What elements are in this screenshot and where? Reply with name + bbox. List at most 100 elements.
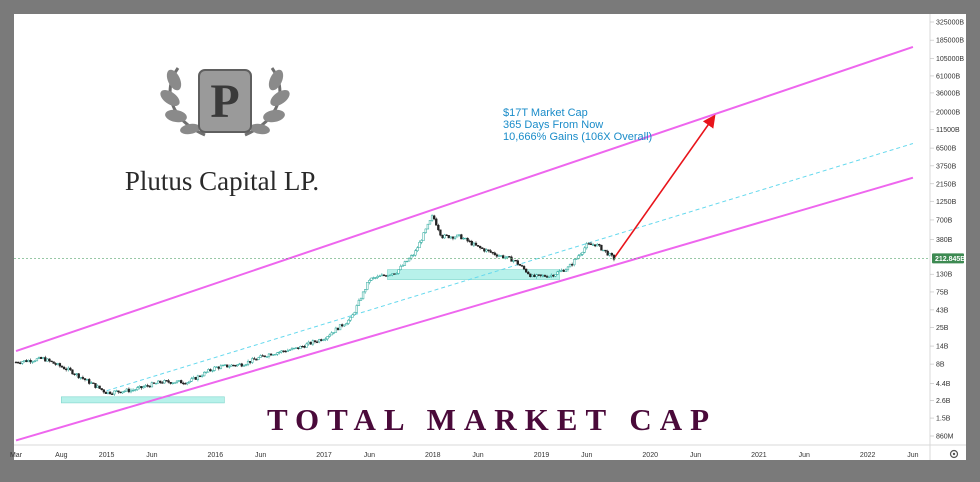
candle-body (458, 234, 461, 236)
candle-body (460, 234, 463, 240)
time-tick-label: 2021 (751, 452, 767, 459)
candle-body (359, 298, 363, 301)
candle-body (60, 365, 64, 368)
candle-body (272, 354, 275, 356)
candle-body (414, 250, 417, 256)
candle-body (259, 355, 262, 358)
candle-body (533, 274, 536, 277)
candle-body (223, 364, 227, 366)
candle-body (299, 345, 302, 350)
candle-body (508, 256, 511, 258)
candle-body (604, 249, 607, 252)
time-tick-label: 2018 (425, 452, 441, 459)
candle-body (240, 363, 243, 367)
candle-body (361, 291, 365, 300)
candle-body (389, 274, 392, 276)
candle-body (453, 236, 457, 239)
candle-body (71, 369, 74, 375)
candle-body (612, 254, 616, 260)
candle-body (88, 379, 91, 384)
candle-body (251, 358, 254, 363)
logo: P Plutus Capital LP. (125, 67, 319, 196)
candle-body (62, 366, 66, 370)
time-tick-label: Mar (10, 452, 23, 459)
candle-body (230, 364, 233, 367)
candle-body (282, 350, 285, 352)
time-tick-label: 2020 (642, 452, 658, 459)
candle-body (217, 366, 220, 369)
settings-icon[interactable] (949, 449, 959, 459)
candle-body (37, 357, 41, 359)
candle-body (428, 220, 432, 225)
time-tick-label: 2017 (316, 452, 332, 459)
candle-body (163, 380, 166, 384)
price-tick-label: 2.6B (936, 398, 951, 405)
annotation-line-2: 365 Days From Now (503, 119, 603, 131)
candle-body (184, 383, 187, 385)
channel-lower-line (15, 176, 914, 442)
candle-body (399, 265, 402, 270)
price-tick-label: 61000B (936, 73, 960, 80)
candle-body (205, 371, 208, 374)
candle-body (531, 274, 534, 278)
candle-body (520, 265, 524, 267)
annotation-line-1: $17T Market Cap (503, 107, 588, 119)
candle-body (324, 338, 327, 341)
candle-body (313, 340, 317, 343)
candle-body (570, 264, 574, 266)
candle-body (504, 257, 507, 259)
candle-body (39, 357, 43, 359)
candle-body (468, 240, 471, 243)
candle-body (290, 348, 294, 351)
price-tick-label: 20000B (936, 109, 960, 116)
annotation-line-3: 10,666% Gains (106X Overall) (503, 131, 652, 143)
candle-body (378, 275, 381, 277)
price-tick-label: 380B (936, 237, 953, 244)
candle-body (154, 383, 158, 385)
candle-body (261, 355, 264, 357)
candle-body (19, 362, 22, 364)
candle-body (560, 269, 563, 272)
candle-body (575, 257, 578, 260)
candle-body (83, 378, 87, 380)
candle-body (131, 389, 135, 392)
candle-body (136, 387, 139, 391)
candle-body (416, 247, 419, 251)
candle-body (190, 378, 193, 382)
candle-body (380, 274, 384, 277)
candle-body (514, 259, 517, 262)
candle-body (198, 375, 202, 377)
candle-body (579, 254, 582, 257)
candle-body (123, 390, 126, 393)
candle-body (85, 379, 89, 381)
candle-body (21, 361, 24, 364)
candle-body (474, 242, 478, 246)
candlesticks (14, 214, 616, 396)
candle-body (67, 367, 70, 371)
candle-body (418, 242, 421, 249)
candle-body (464, 237, 467, 240)
candle-body (543, 275, 547, 277)
time-tick-label: Jun (907, 452, 918, 459)
candle-body (328, 334, 331, 337)
candle-body (547, 275, 551, 278)
candle-body (182, 382, 185, 385)
candle-body (593, 244, 597, 247)
candle-body (600, 244, 603, 251)
candle-body (267, 353, 271, 357)
candle-body (368, 280, 371, 283)
candle-body (278, 351, 281, 354)
candle-body (263, 355, 266, 357)
candle-body (106, 391, 110, 394)
time-tick-label: Jun (255, 452, 266, 459)
candle-body (301, 345, 304, 348)
candle-body (209, 369, 212, 371)
candle-body (29, 360, 32, 363)
candle-body (443, 234, 446, 239)
price-tick-label: 130B (936, 272, 953, 279)
candle-body (46, 358, 49, 362)
price-tick-label: 43B (936, 307, 949, 314)
candle-body (512, 259, 515, 262)
candle-body (489, 250, 492, 253)
candle-body (48, 358, 51, 362)
